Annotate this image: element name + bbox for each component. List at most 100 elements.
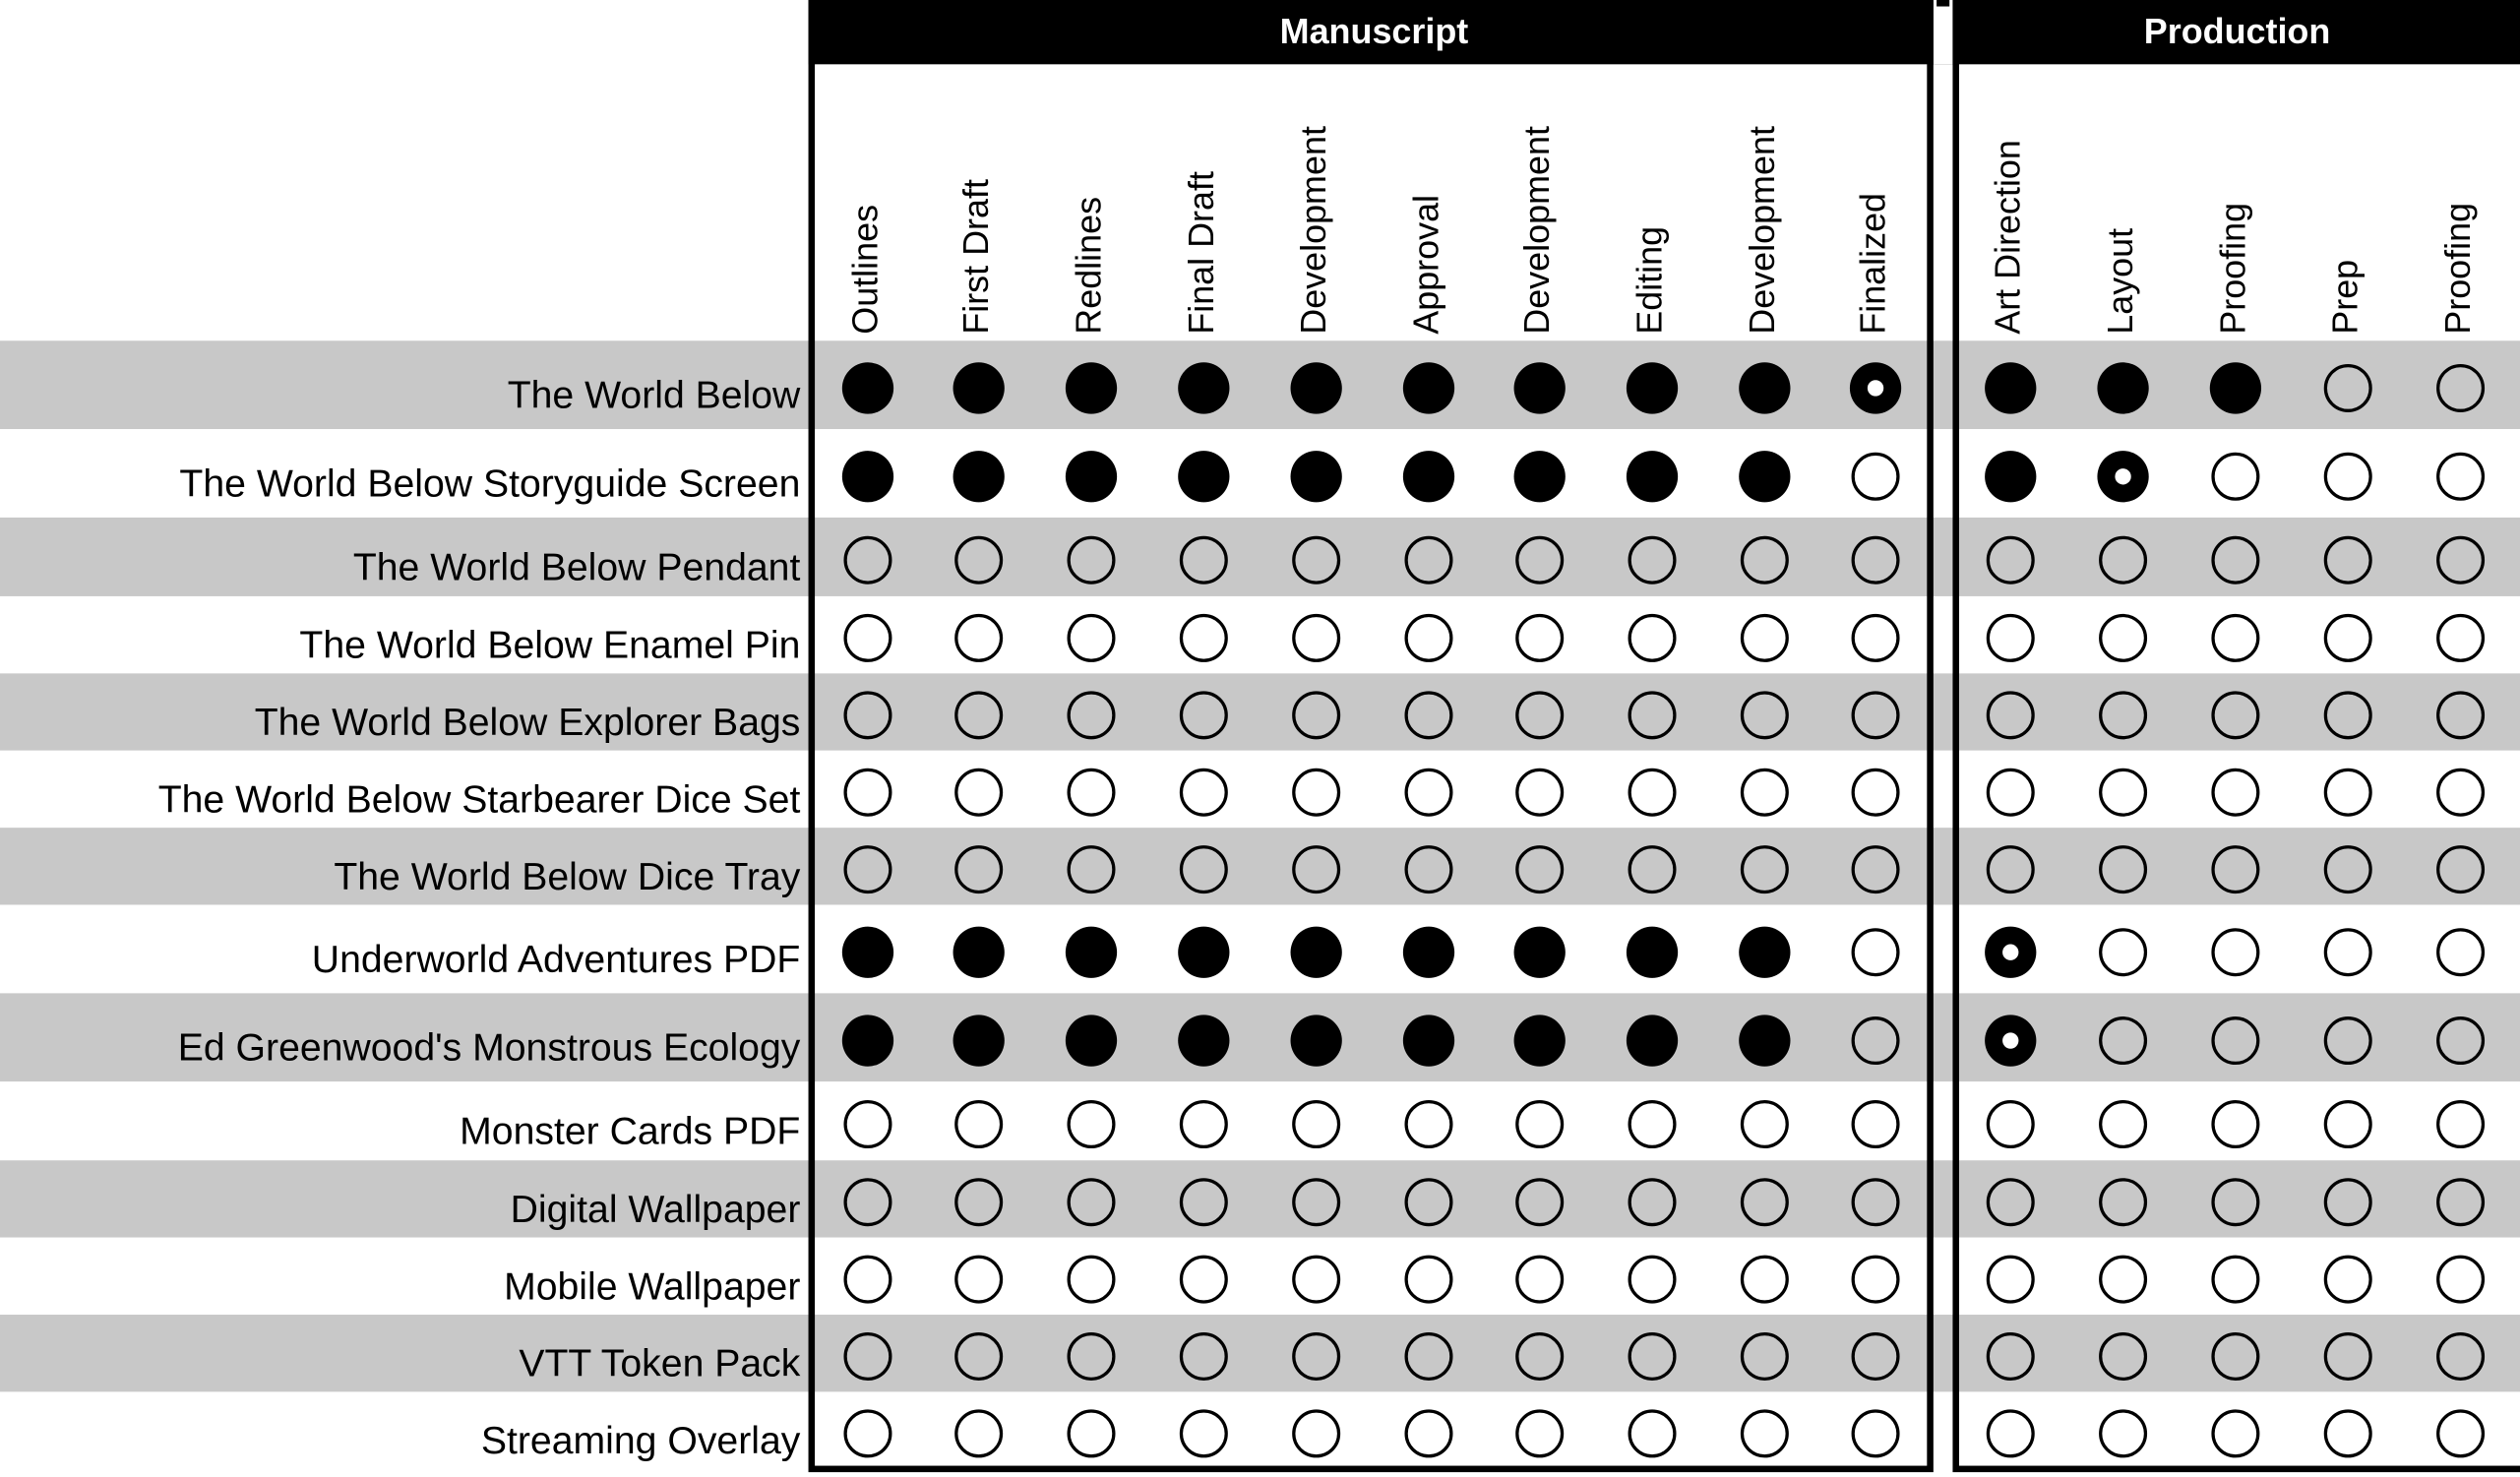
status-symbol: ● [841,362,894,414]
status-symbol: ○ [1740,613,1789,662]
empty-dot [1515,845,1565,894]
empty-dot [1851,1016,1900,1066]
status-symbol: ○ [843,1099,892,1148]
status-symbol: ○ [1515,1332,1565,1381]
empty-dot [1404,1332,1453,1381]
empty-dot [2436,928,2486,977]
status-symbol: ○ [2211,613,2260,662]
empty-dot [1628,768,1677,817]
full-dot [1985,451,2037,503]
empty-dot [1515,1255,1565,1304]
status-symbol: ● [953,926,1005,978]
empty-dot [843,691,892,740]
empty-dot [1986,1099,2035,1148]
status-symbol: ○ [1515,1255,1565,1304]
status-symbol: ○ [2323,845,2372,894]
full-dot [1513,926,1566,978]
status-symbol: ○ [843,1255,892,1304]
column-header: Finalized [1853,193,1893,335]
status-symbol: ○ [2436,1255,2486,1304]
status-symbol: ● [1513,451,1566,503]
status-symbol: ○ [1067,535,1116,585]
empty-dot [843,1409,892,1458]
status-symbol: ○ [2323,768,2372,817]
status-symbol: ○ [1986,1332,2035,1381]
empty-dot [1740,1409,1789,1458]
empty-dot [1740,1178,1789,1227]
status-symbol: ○ [1292,845,1341,894]
empty-dot [2323,928,2372,977]
empty-dot [1851,613,1900,662]
empty-dot [1851,928,1900,977]
status-symbol: ● [1290,362,1342,414]
status-symbol: ○ [1740,1178,1789,1227]
empty-dot [1404,535,1453,585]
row-label: Underworld Adventures PDF [312,939,801,981]
empty-dot [2099,1178,2148,1227]
status-symbol: ○ [1292,768,1341,817]
status-symbol: ● [1065,1015,1118,1067]
full-dot [1985,362,2037,414]
empty-dot [2211,1178,2260,1227]
empty-dot [1628,845,1677,894]
status-symbol: ○ [1515,535,1565,585]
status-symbol: ○ [843,535,892,585]
empty-dot [843,1255,892,1304]
status-symbol: ○ [1292,613,1341,662]
status-symbol: ○ [1179,845,1228,894]
status-symbol: ○ [1404,768,1453,817]
status-symbol: ○ [1740,1255,1789,1304]
status-symbol: ○ [2211,1255,2260,1304]
full-dot [1178,926,1230,978]
cells: ● ● ● ● ● ● ● ● ● ◉ ● ● ● ○ ○ ● ● ● ● ● ● ● ● ● ○ ● ◉ ○ ○ ○ ○ ○ ○ ○ ○ ○ ○ ○ ○ ○… [841,362,2486,1458]
status-symbol: ○ [1986,1255,2035,1304]
status-symbol: ○ [2436,768,2486,817]
status-symbol: ○ [2436,691,2486,740]
empty-dot [2099,845,2148,894]
full-dot [1290,451,1342,503]
status-symbol: ○ [1179,613,1228,662]
status-symbol: ○ [1986,1409,2035,1458]
empty-dot [1404,613,1453,662]
status-symbol: ○ [2323,363,2372,412]
full-dot [1626,926,1679,978]
row-label: Digital Wallpaper [511,1189,801,1231]
status-symbol: ○ [2436,1016,2486,1066]
status-symbol: ● [841,451,894,503]
status-symbol: ● [953,1015,1005,1067]
empty-dot [1515,613,1565,662]
empty-dot [954,1178,1004,1227]
status-symbol: ● [841,1015,894,1067]
status-symbol: ○ [1404,613,1453,662]
full-dot [953,1015,1005,1067]
status-symbol: ○ [2323,1255,2372,1304]
status-symbol: ○ [954,1332,1004,1381]
status-symbol: ● [1178,1015,1230,1067]
status-symbol: ○ [1515,1099,1565,1148]
row-label: The World Below [508,375,801,417]
empty-dot [1404,845,1453,894]
status-symbol: ○ [1515,1178,1565,1227]
empty-dot [1067,1255,1116,1304]
empty-dot [1851,1099,1900,1148]
empty-dot [1179,1255,1228,1304]
empty-dot [1628,691,1677,740]
status-symbol: ○ [1740,1409,1789,1458]
empty-dot [1292,768,1341,817]
status-symbol: ○ [1851,613,1900,662]
status-symbol: ○ [2211,928,2260,977]
status-symbol: ○ [1067,1332,1116,1381]
status-symbol: ○ [2436,1409,2486,1458]
status-symbol: ● [2209,362,2262,414]
status-symbol: ○ [2436,1178,2486,1227]
column-header: Final Draft [1181,171,1221,335]
empty-dot [1740,845,1789,894]
full-dot [1513,362,1566,414]
status-symbol: ○ [1067,845,1116,894]
status-symbol: ○ [1628,845,1677,894]
status-symbol: ◉ [1849,362,1902,414]
partial-center [1867,380,1884,397]
status-symbol: ○ [2323,1178,2372,1227]
status-symbol: ○ [2099,928,2148,977]
status-symbol: ○ [2099,1178,2148,1227]
